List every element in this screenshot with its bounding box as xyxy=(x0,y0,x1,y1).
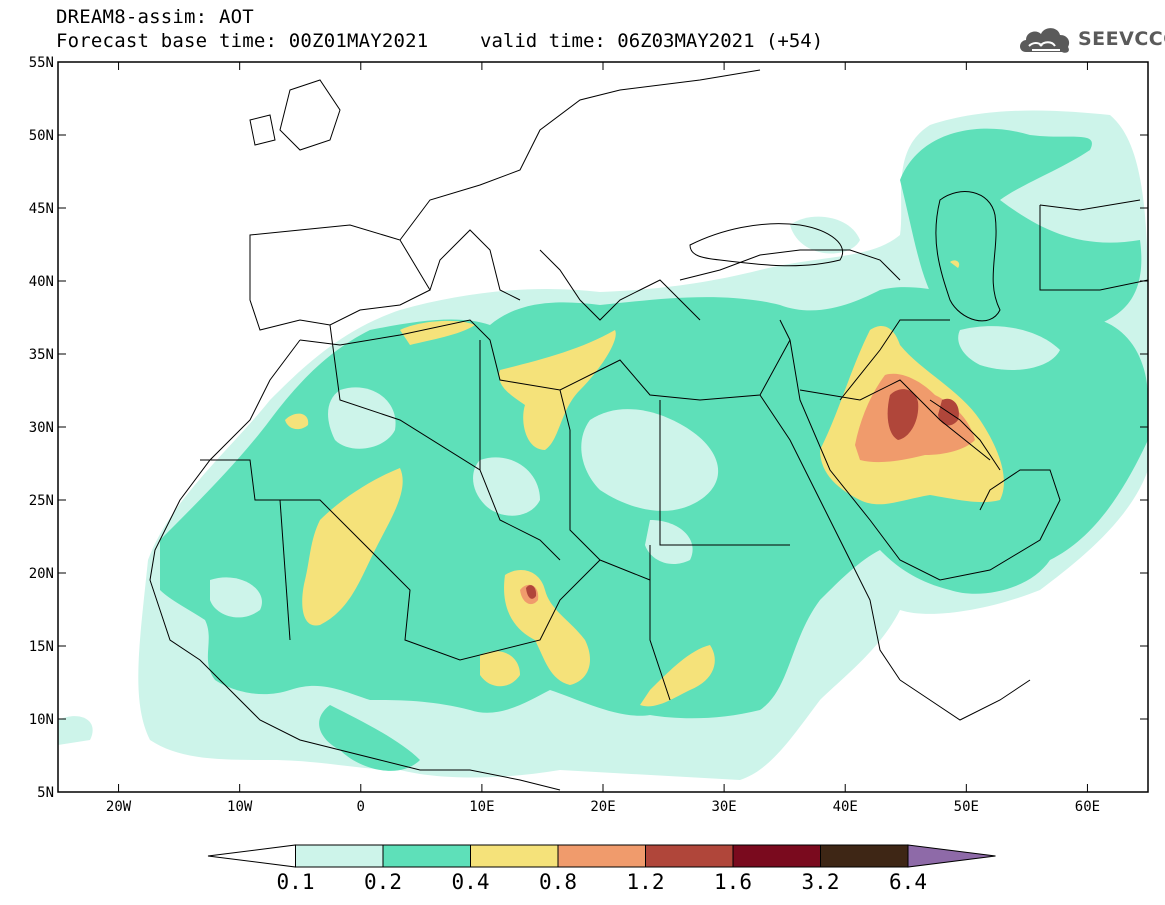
colorbar-label: 1.6 xyxy=(714,870,752,894)
longitude-axis: 20W 10W 0 10E 20E 30E 40E 50E 60E xyxy=(106,62,1100,815)
colorbar-segment xyxy=(295,844,384,868)
colorbar-label: 1.2 xyxy=(627,870,665,894)
lon-label: 60E xyxy=(1075,799,1100,815)
colorbar-label: 0.8 xyxy=(539,870,577,894)
lat-label: 15N xyxy=(29,639,54,655)
lat-label: 35N xyxy=(29,347,54,363)
colorbar-under-triangle xyxy=(207,844,296,868)
valid-time-label: valid time: 06Z03MAY2021 (+54) xyxy=(480,30,824,52)
lon-label: 20W xyxy=(106,799,132,815)
colorbar-segment xyxy=(732,844,821,868)
lon-label: 0 xyxy=(357,799,365,815)
lat-label: 55N xyxy=(29,55,54,71)
lon-label: 30E xyxy=(711,799,736,815)
lon-label: 10E xyxy=(469,799,494,815)
lon-label: 40E xyxy=(833,799,858,815)
colorbar-segment xyxy=(382,844,471,868)
model-title: DREAM8-assim: AOT xyxy=(56,6,254,28)
lon-label: 10W xyxy=(227,799,253,815)
colorbar-segment xyxy=(557,844,646,868)
colorbar-segment xyxy=(470,844,559,868)
seevccc-logo: SEEVCCC xyxy=(1016,22,1165,56)
colorbar-segment xyxy=(645,844,734,868)
colorbar-label: 0.2 xyxy=(364,870,402,894)
colorbar-label: 3.2 xyxy=(802,870,840,894)
colorbar-label: 6.4 xyxy=(889,870,927,894)
colorbar-label: 0.4 xyxy=(452,870,490,894)
aot-contour-0.1-inner xyxy=(210,326,1060,618)
lat-label: 20N xyxy=(29,566,54,582)
lat-label: 30N xyxy=(29,420,54,436)
lat-label: 50N xyxy=(29,128,54,144)
colorbar-label: 0.1 xyxy=(277,870,315,894)
lon-label: 50E xyxy=(954,799,979,815)
colorbar: 0.1 0.2 0.4 0.8 1.2 1.6 3.2 6.4 xyxy=(207,844,996,894)
logo-text: SEEVCCC xyxy=(1078,28,1165,50)
latitude-axis: 55N 50N 45N 40N 35N 30N 25N 20N 15N 10N 5N xyxy=(29,55,1148,801)
colorbar-segment xyxy=(820,844,909,868)
base-time-label: Forecast base time: 00Z01MAY2021 xyxy=(56,30,429,52)
coastlines xyxy=(149,69,1148,791)
lat-label: 10N xyxy=(29,712,54,728)
lat-label: 5N xyxy=(37,785,54,801)
lat-label: 25N xyxy=(29,493,54,509)
lon-label: 20E xyxy=(590,799,615,815)
colorbar-over-triangle xyxy=(907,844,996,868)
lat-label: 40N xyxy=(29,274,54,290)
cloud-icon xyxy=(1020,28,1070,53)
lat-label: 45N xyxy=(29,201,54,217)
